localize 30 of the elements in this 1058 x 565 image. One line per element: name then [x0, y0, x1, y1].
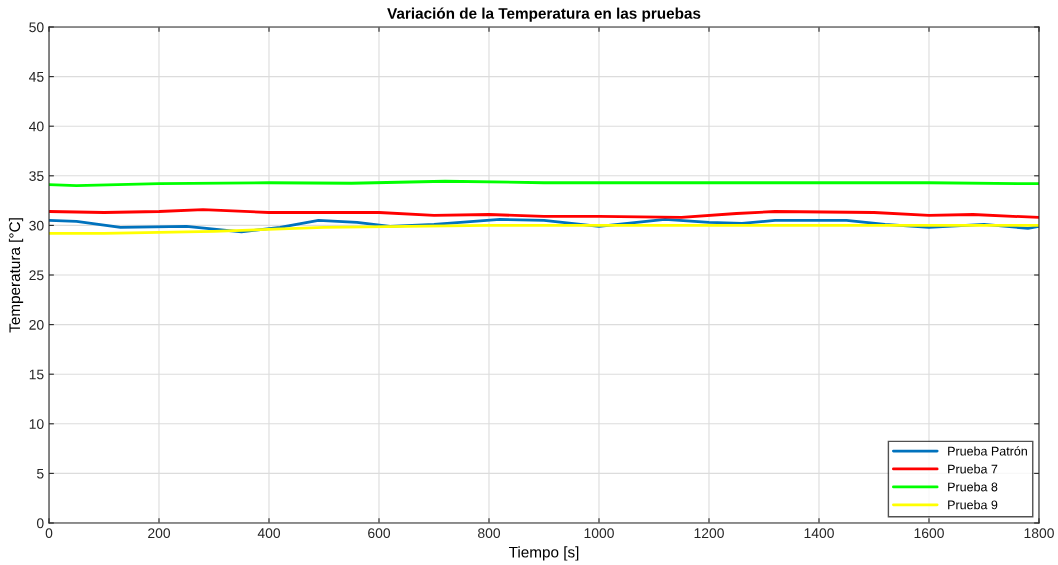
y-tick-label: 45	[29, 72, 44, 82]
y-tick-label: 15	[29, 369, 44, 380]
x-tick-label: 200	[148, 528, 171, 539]
x-tick-label: 1800	[1024, 528, 1054, 539]
y-tick-label: 5	[36, 468, 44, 479]
x-axis-title: Tiempo [s]	[508, 546, 579, 561]
x-tick-label: 1600	[914, 528, 944, 539]
line-series	[49, 208, 1039, 219]
legend-label: Prueba 8	[948, 482, 998, 492]
x-tick-label: 1400	[804, 528, 834, 539]
y-tick-label: 0	[36, 518, 44, 529]
y-tick-label: 35	[29, 171, 44, 181]
y-axis-title: Temperatura [°C]	[8, 218, 24, 333]
x-tick-label: 600	[368, 528, 391, 539]
x-tick-label: 0	[45, 528, 53, 539]
x-tick-label: 400	[257, 528, 281, 539]
y-tick-label: 30	[29, 220, 44, 231]
x-tick-label: 1000	[584, 528, 614, 539]
x-tick-label: 1200	[694, 528, 724, 539]
chart-title: Variación de la Temperatura en las pruebas	[387, 7, 701, 22]
y-tick-label: 20	[29, 319, 44, 330]
x-tick-label: 800	[478, 528, 501, 539]
y-tick-label: 40	[29, 121, 44, 132]
legend-label: Prueba 7	[948, 464, 998, 474]
y-tick-label: 50	[29, 22, 44, 33]
y-tick-label: 10	[29, 419, 44, 429]
y-tick-label: 25	[29, 270, 44, 281]
line-series	[49, 224, 1039, 235]
legend-label: Prueba 9	[948, 500, 998, 510]
legend-label: Prueba Patrón	[948, 446, 1027, 456]
